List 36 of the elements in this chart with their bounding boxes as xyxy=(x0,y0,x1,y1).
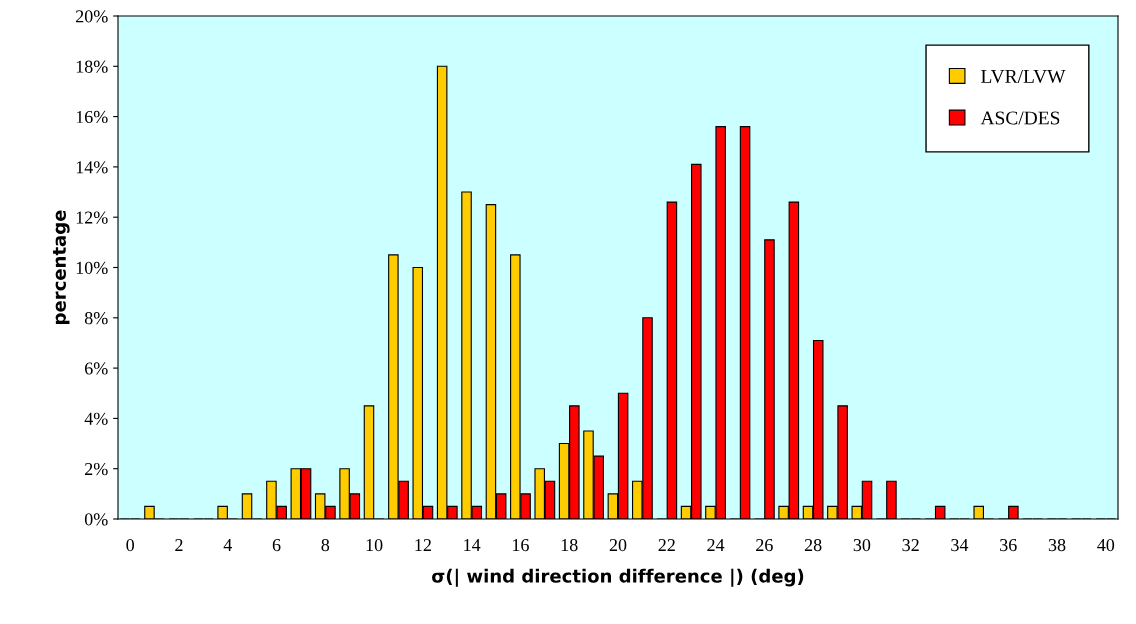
x-tick-label: 14 xyxy=(464,539,481,551)
x-tick-label: 8 xyxy=(321,538,330,552)
x-tick-label: 20 xyxy=(609,538,627,552)
x-tick-label: 24 xyxy=(707,539,725,551)
x-tick-label: 28 xyxy=(804,538,822,552)
legend-label: LVR/LVW xyxy=(981,69,1066,83)
y-tick-label: 6% xyxy=(84,362,108,375)
x-tick-label: 40 xyxy=(1097,538,1115,552)
x-tick-label: 26 xyxy=(756,539,773,552)
y-tick-label: 0% xyxy=(84,513,108,526)
y-tick-label: 8% xyxy=(84,312,108,325)
y-tick-label: 12% xyxy=(76,211,108,224)
x-tick-label: 32 xyxy=(902,539,919,552)
y-tick-label: 18% xyxy=(76,60,108,73)
x-tick-label: 22 xyxy=(658,539,675,551)
x-tick-label: 4 xyxy=(223,539,232,551)
y-axis-title: percentage xyxy=(53,210,70,324)
legend-label: ASC/DES xyxy=(980,111,1060,125)
y-tick-label: 4% xyxy=(84,412,108,425)
x-axis-title: σ(| wind direction difference |) (deg) xyxy=(432,568,804,587)
x-tick-label: 34 xyxy=(951,539,969,552)
x-tick-label: 18 xyxy=(561,538,578,552)
y-tick-label: 20% xyxy=(75,10,108,23)
x-tick-label: 0 xyxy=(126,538,135,552)
y-tick-label: 16% xyxy=(76,110,108,124)
x-tick-label: 6 xyxy=(272,539,281,552)
y-tick-label: 2% xyxy=(85,462,108,476)
x-tick-label: 2 xyxy=(175,539,183,551)
x-tick-label: 16 xyxy=(513,539,529,552)
x-tick-label: 36 xyxy=(1000,539,1017,552)
y-tick-label: 14% xyxy=(76,161,108,174)
x-tick-label: 12 xyxy=(415,539,431,551)
y-tick-label: 10% xyxy=(76,261,108,274)
x-tick-label: 38 xyxy=(1048,538,1066,552)
x-tick-label: 10 xyxy=(366,538,383,552)
x-tick-label: 30 xyxy=(853,538,871,552)
